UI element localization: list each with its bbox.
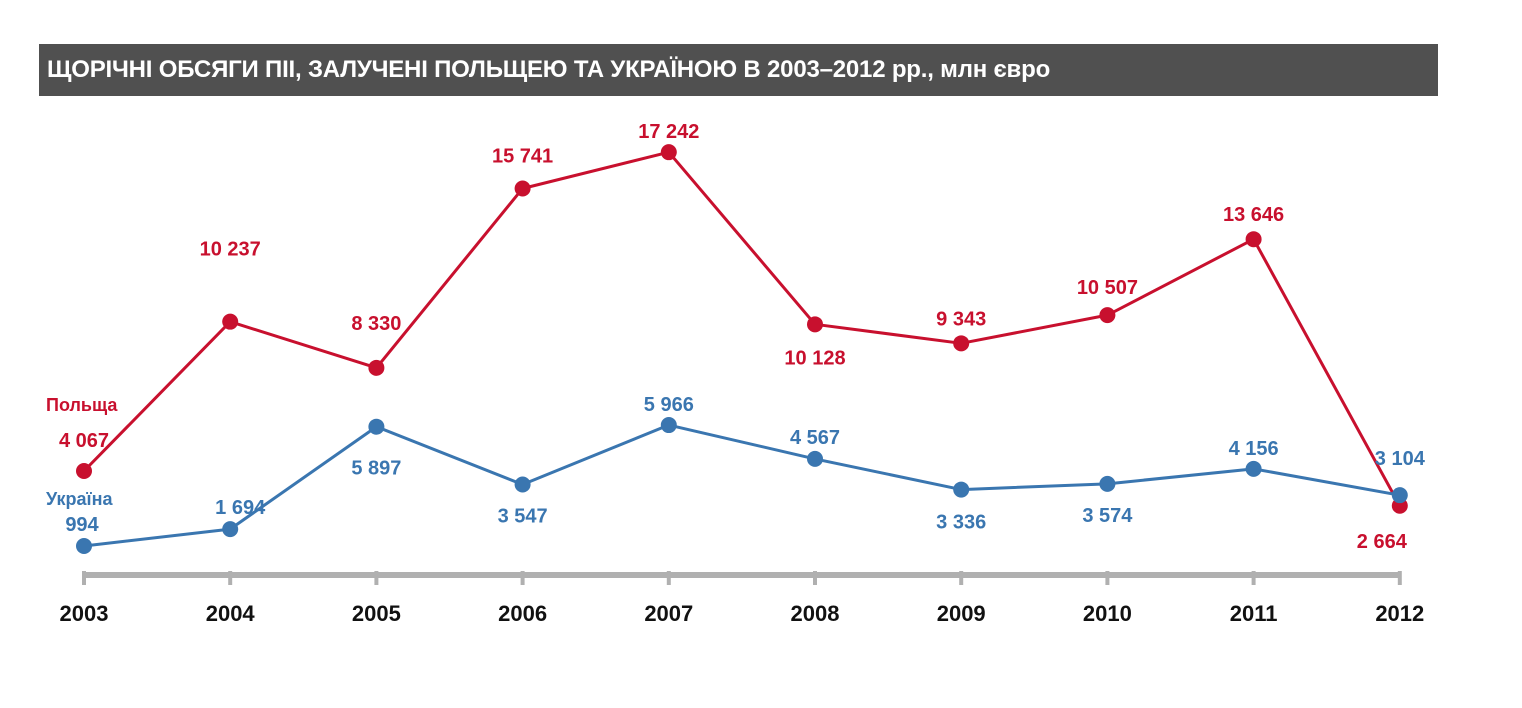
data-label: 3 547	[498, 505, 548, 527]
x-tick-label: 2010	[1083, 601, 1132, 626]
data-label: 1 694	[215, 497, 266, 519]
data-label: 3 336	[936, 512, 986, 534]
data-point	[1391, 487, 1408, 504]
series-line	[82, 150, 1402, 507]
chart-title: ЩОРІЧНІ ОБСЯГИ ПІІ, ЗАЛУЧЕНІ ПОЛЬЩЕЮ ТА …	[39, 44, 1438, 96]
x-tick-label: 2008	[791, 601, 840, 626]
data-label: 5 897	[351, 458, 401, 480]
data-label: 4 067	[59, 430, 109, 452]
x-tick-label: 2005	[352, 601, 401, 626]
data-point	[368, 359, 385, 376]
series-name-label: Польща	[46, 395, 118, 415]
data-point	[1099, 307, 1116, 324]
data-point	[222, 313, 239, 330]
series-name-label: Україна	[46, 489, 113, 509]
data-point	[222, 521, 239, 538]
x-tick-label: 2012	[1375, 601, 1424, 626]
data-point	[807, 316, 823, 333]
data-point	[514, 180, 531, 197]
data-point	[76, 538, 92, 554]
data-label: 10 507	[1077, 277, 1138, 299]
data-label: 2 664	[1357, 531, 1408, 553]
data-label: 10 237	[200, 239, 261, 261]
data-label: 10 128	[784, 347, 845, 369]
x-tick-label: 2009	[937, 601, 986, 626]
x-tick-label: 2007	[644, 601, 693, 626]
x-tick-label: 2011	[1230, 601, 1278, 626]
data-point	[514, 476, 531, 493]
data-label: 994	[65, 514, 99, 536]
data-label: 17 242	[638, 121, 699, 143]
data-point	[76, 463, 92, 479]
data-label: 4 156	[1229, 438, 1279, 460]
data-label: 13 646	[1223, 204, 1284, 226]
data-point	[368, 418, 385, 435]
data-point	[807, 450, 823, 467]
x-tick-label: 2004	[206, 601, 256, 626]
series-line	[83, 423, 1401, 548]
data-point	[1245, 460, 1262, 477]
x-tick-label: 2003	[60, 601, 109, 626]
data-point	[953, 481, 970, 498]
data-label: 5 966	[644, 394, 694, 416]
data-point	[660, 144, 677, 161]
data-label: 3 104	[1375, 448, 1426, 470]
data-point	[953, 335, 970, 352]
data-label: 8 330	[351, 313, 401, 335]
data-label: 9 343	[936, 308, 986, 330]
x-tick-label: 2006	[498, 601, 547, 626]
data-point	[1245, 231, 1262, 248]
data-label: 15 741	[492, 145, 553, 167]
data-point	[1099, 475, 1116, 492]
data-label: 4 567	[790, 427, 840, 449]
data-label: 3 574	[1082, 505, 1133, 527]
data-point	[660, 417, 677, 434]
